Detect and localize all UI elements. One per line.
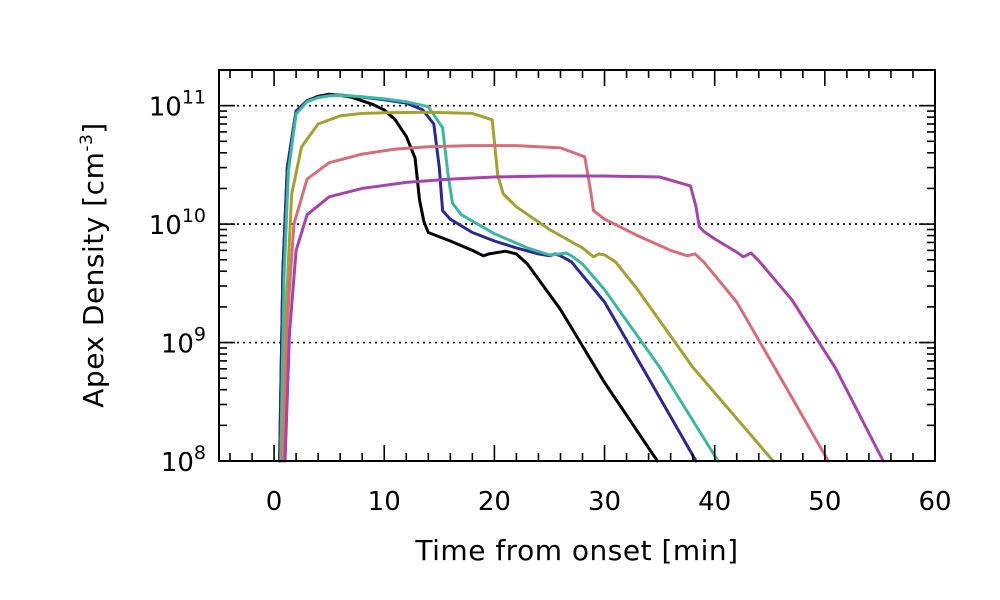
y-tick-label: 1010 bbox=[149, 205, 206, 241]
x-axis-title: Time from onset [min] bbox=[414, 534, 738, 567]
y-tick-label: 1011 bbox=[149, 87, 206, 123]
series-line-magenta bbox=[283, 174, 885, 463]
series-line-black bbox=[278, 92, 659, 463]
x-tick-label: 10 bbox=[368, 487, 401, 517]
series-line-rose bbox=[281, 144, 830, 463]
y-tick-label: 109 bbox=[161, 324, 206, 360]
y-axis-title-close: ] bbox=[77, 122, 110, 133]
y-axis-title-main: Apex Density [cm bbox=[77, 152, 110, 408]
y-tick-label: 108 bbox=[161, 442, 206, 478]
series-layer bbox=[278, 92, 885, 463]
x-tick-label: 20 bbox=[478, 487, 511, 517]
x-tick-label: 40 bbox=[698, 487, 731, 517]
grid-layer bbox=[219, 104, 935, 344]
y-axis-title: Apex Density [cm-3] bbox=[77, 122, 110, 407]
label-layer: 108 109 1010 1011 0 10 20 30 40 50 60 bbox=[149, 87, 952, 517]
x-tick-label: 30 bbox=[588, 487, 621, 517]
y-axis-title-sup: -3 bbox=[77, 134, 97, 152]
x-tick-label: 50 bbox=[808, 487, 841, 517]
plot-frame bbox=[218, 69, 936, 462]
tick-layer bbox=[219, 69, 936, 462]
x-tick-label: 0 bbox=[266, 487, 283, 517]
series-line-teal bbox=[279, 93, 720, 463]
series-line-navy bbox=[278, 93, 698, 463]
series-line-olive bbox=[280, 110, 775, 463]
x-tick-label: 60 bbox=[918, 487, 951, 517]
